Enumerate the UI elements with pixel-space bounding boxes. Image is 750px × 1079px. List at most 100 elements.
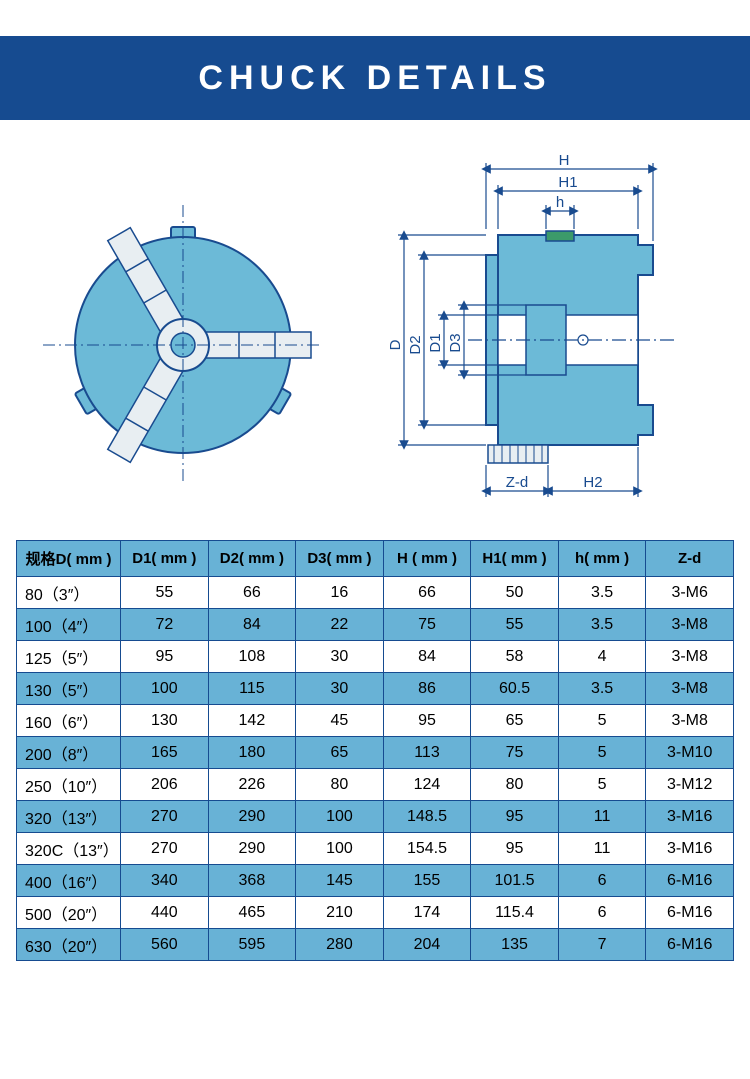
table-cell: 630（20″） <box>17 929 121 961</box>
table-row: 630（20″）56059528020413576-M16 <box>17 929 734 961</box>
table-cell: 3.5 <box>558 577 646 609</box>
table-cell: 5 <box>558 737 646 769</box>
table-cell: 3-M8 <box>646 673 734 705</box>
table-cell: 6 <box>558 865 646 897</box>
table-cell: 226 <box>208 769 296 801</box>
col-h-0: 规格D( mm ) <box>17 541 121 577</box>
col-h-6: h( mm ) <box>558 541 646 577</box>
table-cell: 465 <box>208 897 296 929</box>
table-cell: 95 <box>471 801 559 833</box>
dim-Zd: Z-d <box>505 474 528 491</box>
table-cell: 100 <box>296 833 384 865</box>
diagram-row: H H1 h D D2 <box>0 120 750 540</box>
table-cell: 130 <box>121 705 209 737</box>
table-cell: 200（8″） <box>17 737 121 769</box>
table-cell: 290 <box>208 801 296 833</box>
table-cell: 440 <box>121 897 209 929</box>
table-cell: 3-M8 <box>646 641 734 673</box>
table-cell: 320（13″） <box>17 801 121 833</box>
table-row: 400（16″）340368145155101.566-M16 <box>17 865 734 897</box>
dim-D: D <box>387 339 404 350</box>
chuck-side-diagram: H H1 h D D2 <box>378 145 718 525</box>
table-cell: 210 <box>296 897 384 929</box>
table-row: 160（6″）13014245956553-M8 <box>17 705 734 737</box>
table-cell: 3-M8 <box>646 609 734 641</box>
table-cell: 84 <box>208 609 296 641</box>
table-cell: 5 <box>558 769 646 801</box>
table-cell: 250（10″） <box>17 769 121 801</box>
table-cell: 500（20″） <box>17 897 121 929</box>
table-cell: 55 <box>121 577 209 609</box>
dim-D3: D3 <box>447 333 464 352</box>
col-h-4: H ( mm ) <box>383 541 471 577</box>
table-row: 320（13″）270290100148.595113-M16 <box>17 801 734 833</box>
table-cell: 100（4″） <box>17 609 121 641</box>
table-row: 130（5″）100115308660.53.53-M8 <box>17 673 734 705</box>
table-cell: 5 <box>558 705 646 737</box>
table-cell: 72 <box>121 609 209 641</box>
table-cell: 100 <box>121 673 209 705</box>
table-cell: 58 <box>471 641 559 673</box>
table-cell: 86 <box>383 673 471 705</box>
table-cell: 204 <box>383 929 471 961</box>
table-cell: 3-M16 <box>646 801 734 833</box>
table-header-row: 规格D( mm ) D1( mm ) D2( mm ) D3( mm ) H (… <box>17 541 734 577</box>
col-h-1: D1( mm ) <box>121 541 209 577</box>
table-cell: 270 <box>121 801 209 833</box>
table-cell: 84 <box>383 641 471 673</box>
table-cell: 124 <box>383 769 471 801</box>
table-cell: 80 <box>471 769 559 801</box>
table-cell: 148.5 <box>383 801 471 833</box>
table-cell: 3-M16 <box>646 833 734 865</box>
table-cell: 368 <box>208 865 296 897</box>
table-cell: 280 <box>296 929 384 961</box>
table-cell: 60.5 <box>471 673 559 705</box>
table-cell: 165 <box>121 737 209 769</box>
table-cell: 595 <box>208 929 296 961</box>
table-cell: 125（5″） <box>17 641 121 673</box>
col-h-2: D2( mm ) <box>208 541 296 577</box>
table-cell: 115 <box>208 673 296 705</box>
table-cell: 206 <box>121 769 209 801</box>
table-cell: 560 <box>121 929 209 961</box>
table-cell: 45 <box>296 705 384 737</box>
table-body: 80（3″）55661666503.53-M6100（4″）7284227555… <box>17 577 734 961</box>
table-row: 200（8″）165180651137553-M10 <box>17 737 734 769</box>
dim-H2: H2 <box>583 474 602 491</box>
table-cell: 6-M16 <box>646 929 734 961</box>
table-cell: 174 <box>383 897 471 929</box>
table-cell: 3.5 <box>558 609 646 641</box>
col-h-3: D3( mm ) <box>296 541 384 577</box>
table-cell: 154.5 <box>383 833 471 865</box>
table-cell: 16 <box>296 577 384 609</box>
table-cell: 100 <box>296 801 384 833</box>
table-cell: 50 <box>471 577 559 609</box>
title-bar: CHUCK DETAILS <box>0 36 750 120</box>
table-cell: 30 <box>296 673 384 705</box>
table-row: 250（10″）206226801248053-M12 <box>17 769 734 801</box>
table-cell: 3-M8 <box>646 705 734 737</box>
table-cell: 3.5 <box>558 673 646 705</box>
table-cell: 3-M12 <box>646 769 734 801</box>
table-cell: 11 <box>558 801 646 833</box>
table-cell: 95 <box>121 641 209 673</box>
dim-D1: D1 <box>427 333 444 352</box>
table-cell: 55 <box>471 609 559 641</box>
table-cell: 7 <box>558 929 646 961</box>
table-cell: 113 <box>383 737 471 769</box>
table-cell: 80（3″） <box>17 577 121 609</box>
table-row: 80（3″）55661666503.53-M6 <box>17 577 734 609</box>
table-cell: 108 <box>208 641 296 673</box>
table-cell: 145 <box>296 865 384 897</box>
table-cell: 135 <box>471 929 559 961</box>
spec-table-wrap: 规格D( mm ) D1( mm ) D2( mm ) D3( mm ) H (… <box>0 540 750 961</box>
table-cell: 340 <box>121 865 209 897</box>
dim-H1: H1 <box>558 174 577 191</box>
table-cell: 3-M6 <box>646 577 734 609</box>
table-cell: 4 <box>558 641 646 673</box>
page-title: CHUCK DETAILS <box>198 59 551 98</box>
table-cell: 65 <box>296 737 384 769</box>
table-cell: 180 <box>208 737 296 769</box>
table-cell: 320C（13″） <box>17 833 121 865</box>
table-row: 125（5″）9510830845843-M8 <box>17 641 734 673</box>
